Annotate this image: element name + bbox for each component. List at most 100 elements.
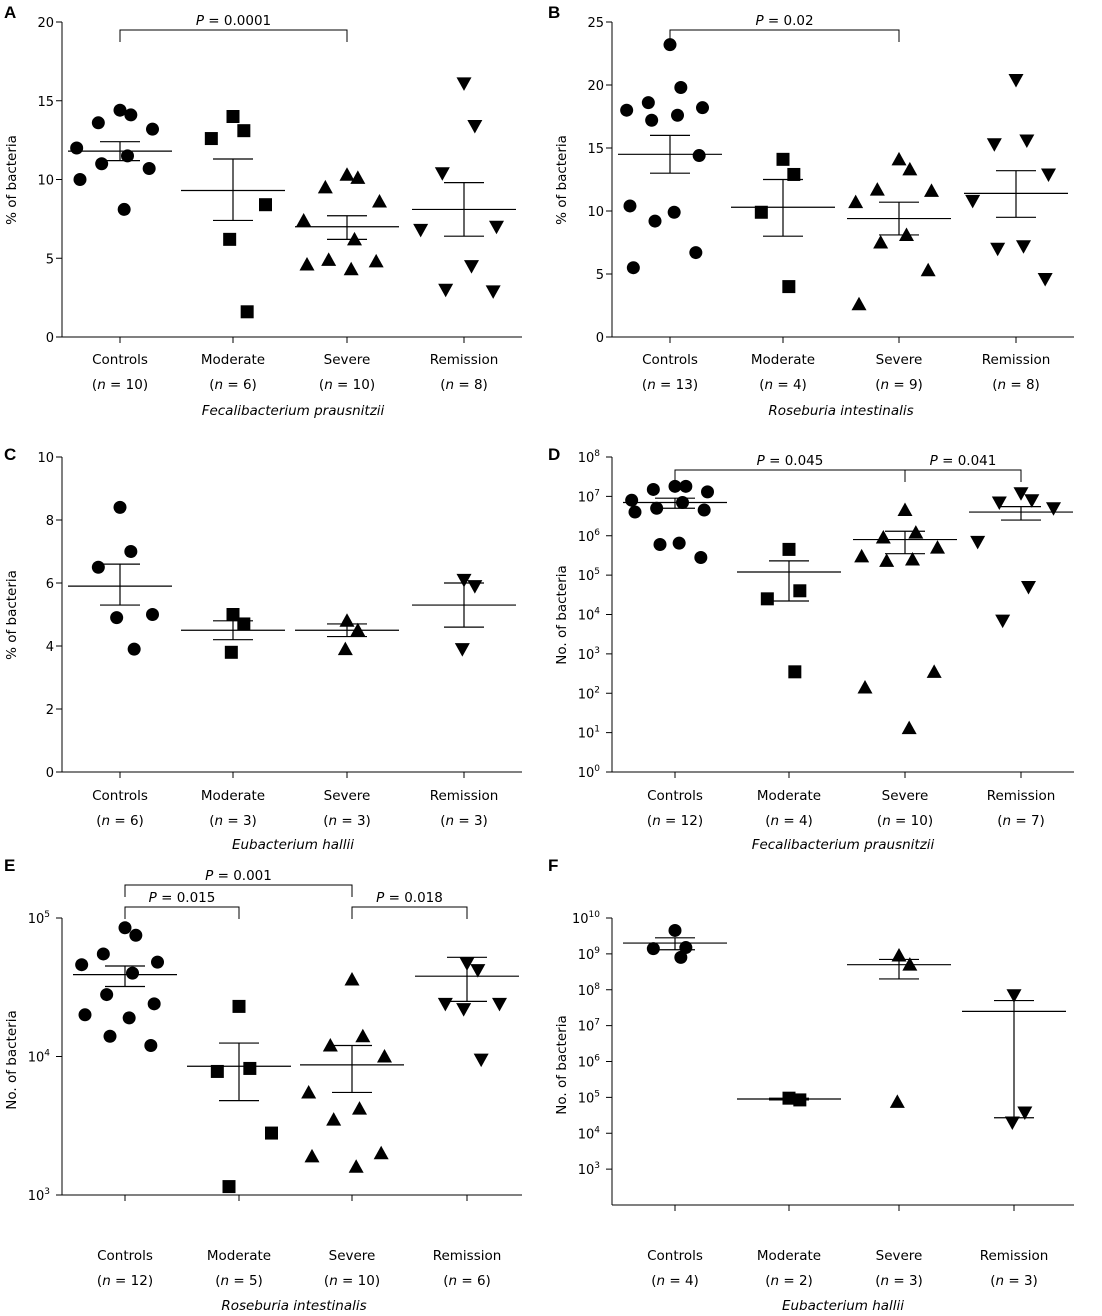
data-point (653, 537, 667, 551)
data-point (641, 96, 655, 110)
y-tick-label: 109 (578, 946, 601, 963)
sample-size-label: (n = 5) (215, 1273, 263, 1289)
data-point (986, 138, 1002, 152)
data-point (970, 535, 986, 550)
data-point (355, 1028, 371, 1043)
y-tick-label: 20 (587, 79, 604, 94)
data-point (492, 997, 507, 1012)
data-point (113, 103, 127, 117)
sample-size-label: (n = 12) (97, 1273, 153, 1289)
category-label: Moderate (201, 788, 265, 804)
data-point (337, 641, 353, 656)
data-point (121, 149, 134, 163)
data-point (78, 1008, 92, 1022)
data-point (905, 551, 920, 566)
data-point (697, 503, 711, 517)
data-point (210, 1064, 224, 1078)
y-tick-label: 10 (587, 205, 604, 220)
sample-size-label: (n = 10) (92, 377, 148, 393)
sample-size-label: (n = 6) (209, 377, 257, 393)
data-point (129, 928, 143, 942)
category-label: Remission (430, 788, 499, 804)
category-label: Controls (92, 788, 148, 804)
data-point (110, 611, 124, 625)
y-axis-label: % of bacteria (554, 135, 570, 225)
y-axis (56, 21, 522, 338)
data-point (873, 235, 889, 249)
data-point (875, 530, 891, 544)
significance-bracket (674, 469, 906, 482)
data-point (854, 548, 870, 563)
sample-size-label: (n = 10) (877, 813, 933, 829)
sample-size-label: (n = 8) (992, 377, 1040, 393)
data-point (224, 645, 238, 659)
category-label: Severe (876, 1248, 923, 1264)
data-point (648, 214, 662, 228)
sample-size-label: (n = 4) (765, 813, 813, 829)
data-point (1046, 502, 1061, 516)
data-point (760, 592, 774, 606)
data-point (350, 622, 366, 637)
category-label: Severe (876, 352, 923, 368)
sample-size-label: (n = 3) (440, 813, 488, 829)
data-point (990, 242, 1006, 257)
data-point (232, 999, 246, 1013)
y-axis-label: % of bacteria (4, 570, 20, 660)
sample-size-label: (n = 13) (642, 377, 698, 393)
data-point (124, 108, 138, 122)
category-label: Controls (97, 1248, 153, 1264)
y-tick-label: 5 (596, 268, 604, 283)
category-label: Remission (982, 352, 1051, 368)
data-point (223, 232, 237, 246)
data-point (456, 77, 472, 91)
significance-bracket (119, 29, 348, 42)
significance-bracket (124, 906, 240, 919)
data-point (776, 152, 790, 166)
data-point (646, 942, 660, 956)
data-point (628, 505, 642, 519)
data-point (701, 485, 714, 499)
data-point (782, 280, 796, 294)
y-tick-label: 104 (578, 607, 601, 624)
y-tick-label: 105 (578, 1089, 600, 1106)
data-point (991, 496, 1007, 510)
panel-letter: B (548, 3, 560, 22)
sample-size-label: (n = 2) (765, 1273, 813, 1289)
data-point (326, 1112, 342, 1126)
category-label: Moderate (757, 1248, 821, 1264)
data-point (147, 997, 161, 1011)
y-tick-label: 4 (46, 640, 54, 655)
category-label: Severe (882, 788, 929, 804)
y-tick-label: 25 (587, 16, 604, 31)
data-point (672, 536, 686, 550)
category-label: Remission (430, 352, 499, 368)
y-tick-label: 107 (578, 488, 600, 505)
p-value-label: P = 0.018 (376, 890, 443, 906)
data-point (696, 101, 709, 115)
data-point (456, 573, 472, 588)
y-axis-label: No. of bacteria (554, 1015, 570, 1114)
category-label: Remission (987, 788, 1056, 804)
data-point (1016, 240, 1031, 254)
data-point (304, 1148, 320, 1163)
y-tick-label: 20 (37, 16, 54, 31)
panel-f: F 103 104 105 106 107 108 109 1010 No. of bacteri… (548, 856, 1074, 1314)
y-tick-label: 108 (578, 982, 601, 999)
data-point (70, 141, 84, 155)
data-point (1024, 494, 1040, 508)
data-point (91, 560, 105, 574)
species-label: Fecalibacterium prausnitzii (202, 403, 385, 419)
data-point (891, 151, 907, 166)
data-point (674, 81, 688, 95)
data-point (322, 1038, 338, 1052)
data-point (899, 227, 914, 241)
y-tick-label: 103 (578, 646, 600, 663)
data-point (965, 194, 981, 209)
panel-d: D 100 101 102 103 104 105 106 107 108 No. of bacte… (548, 445, 1074, 853)
data-point (787, 167, 801, 181)
data-point (920, 262, 936, 277)
data-point (265, 1126, 278, 1140)
data-point (237, 124, 251, 138)
data-point (869, 182, 885, 196)
data-point (848, 194, 864, 209)
